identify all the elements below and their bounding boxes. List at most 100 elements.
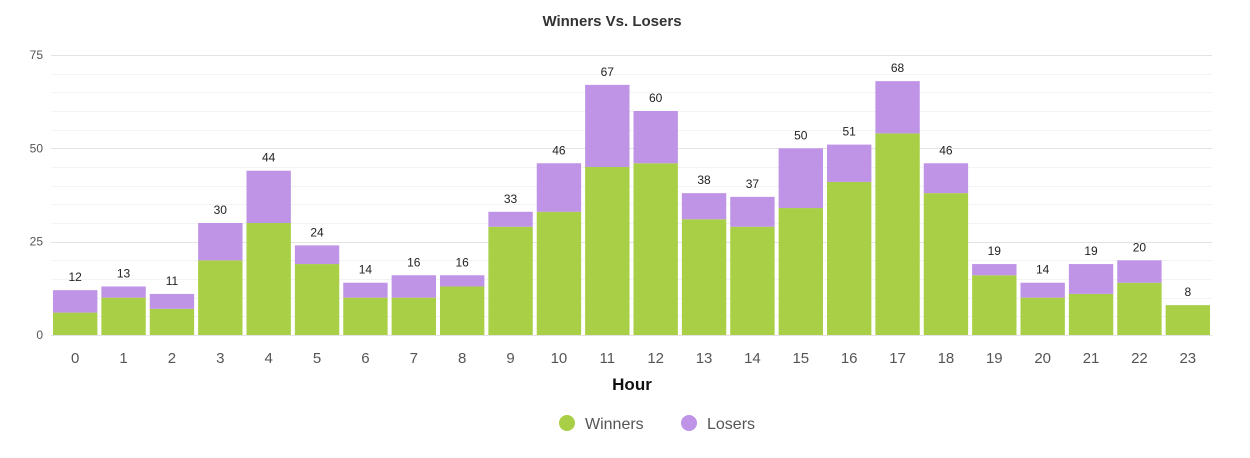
x-tick-label: 6 [361,350,369,367]
data-label: 13 [117,266,131,280]
data-label: 68 [891,61,905,75]
data-label: 11 [166,274,179,288]
bar-losers-12[interactable] [633,111,678,164]
bar-losers-3[interactable] [198,223,243,261]
bar-winners-21[interactable] [1068,293,1114,335]
bar-losers-8[interactable] [440,275,485,287]
x-tick-label: 14 [744,350,761,367]
bar-winners-7[interactable] [391,297,436,335]
bar-losers-22[interactable] [1117,260,1162,283]
bar-losers-1[interactable] [101,286,146,298]
x-axis-title: Hour [612,375,652,394]
x-tick-label: 1 [119,350,127,367]
bar-winners-8[interactable] [440,286,485,335]
bar-winners-13[interactable] [681,219,727,335]
y-axis: 0 25 50 75 [30,48,44,342]
bar-winners-17[interactable] [875,133,920,335]
data-label: 38 [697,173,711,187]
bar-losers-13[interactable] [681,193,727,220]
chart-title: Winners Vs. Losers [542,13,681,30]
x-tick-label: 22 [1131,350,1148,367]
data-label: 46 [552,143,566,157]
data-labels: 12 13 11 30 44 24 14 16 16 33 46 67 60 38 37 50 51 68 46 19… [69,61,1192,299]
data-label: 46 [939,143,953,157]
x-tick-label: 21 [1083,350,1100,367]
bar-winners-11[interactable] [585,167,630,335]
legend-swatch [559,415,575,431]
x-tick-label: 12 [647,350,664,367]
x-tick-label: 0 [71,350,79,367]
bar-winners-19[interactable] [972,275,1017,335]
data-label: 33 [504,192,518,206]
data-label: 12 [69,270,83,284]
bar-losers-10[interactable] [536,163,582,212]
data-label: 60 [649,91,663,105]
x-tick-label: 16 [841,350,858,367]
x-tick-label: 11 [600,350,616,367]
data-label: 30 [214,203,228,217]
bars [53,81,1210,335]
bar-losers-7[interactable] [391,275,436,298]
data-label: 16 [407,255,421,269]
bar-losers-16[interactable] [827,144,872,182]
bar-winners-9[interactable] [488,226,533,335]
bar-losers-11[interactable] [585,84,630,167]
data-label: 67 [601,65,615,79]
y-tick-label: 75 [30,48,44,62]
x-tick-label: 2 [168,350,176,367]
bar-winners-6[interactable] [343,297,388,335]
data-label: 51 [843,125,857,139]
legend-item-losers[interactable]: Losers [681,415,755,433]
bar-winners-10[interactable] [536,211,582,335]
bar-winners-23[interactable] [1165,305,1210,335]
bar-losers-14[interactable] [730,196,775,227]
bar-losers-19[interactable] [972,264,1017,276]
x-tick-label: 3 [216,350,224,367]
x-tick-label: 5 [313,350,321,367]
grid [51,55,1212,336]
bar-losers-9[interactable] [488,211,533,227]
data-label: 20 [1133,240,1147,254]
x-axis: 0 1 2 3 4 5 6 7 8 9 10 11 12 13 14 15 16 17 18 19 20 21 22 23 [71,350,1196,367]
bar-winners-5[interactable] [294,264,340,335]
data-label: 37 [746,177,760,191]
x-tick-label: 9 [506,350,514,367]
bar-losers-17[interactable] [875,81,920,134]
data-label: 19 [988,244,1002,258]
bar-losers-0[interactable] [53,290,98,313]
bar-winners-12[interactable] [633,163,678,335]
y-tick-label: 25 [30,235,44,249]
bar-winners-0[interactable] [53,312,98,335]
bar-losers-4[interactable] [246,170,291,223]
bar-losers-21[interactable] [1068,264,1114,294]
bar-losers-18[interactable] [923,163,969,194]
x-tick-label: 15 [792,350,809,367]
data-label: 24 [310,225,324,239]
bar-losers-5[interactable] [294,245,340,265]
x-tick-label: 13 [696,350,713,367]
x-tick-label: 20 [1034,350,1051,367]
legend: Winners Losers [559,415,755,433]
bar-losers-20[interactable] [1020,282,1065,298]
x-tick-label: 7 [410,350,418,367]
bar-winners-4[interactable] [246,223,291,335]
bar-winners-3[interactable] [198,260,243,335]
bar-winners-1[interactable] [101,297,146,335]
bar-winners-14[interactable] [730,226,775,335]
x-tick-label: 8 [458,350,466,367]
x-tick-label: 4 [265,350,273,367]
bar-losers-2[interactable] [149,293,195,309]
bar-losers-6[interactable] [343,282,388,298]
bar-winners-20[interactable] [1020,297,1065,335]
legend-item-winners[interactable]: Winners [559,415,644,433]
x-tick-label: 19 [986,350,1003,367]
bar-winners-15[interactable] [778,208,823,335]
data-label: 8 [1184,285,1191,299]
bar-winners-18[interactable] [923,193,969,335]
bar-winners-16[interactable] [827,181,872,335]
bar-losers-15[interactable] [778,148,823,209]
data-label: 50 [794,128,808,142]
bar-winners-2[interactable] [149,308,195,335]
bar-winners-22[interactable] [1117,282,1162,335]
